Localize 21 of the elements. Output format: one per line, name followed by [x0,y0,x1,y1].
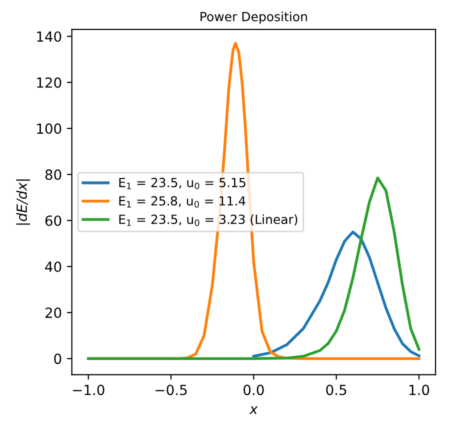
y-tick-label: 100 [37,123,62,134]
y-tick-label: 40 [45,261,62,272]
legend-label: E$_{1}$ = 23.5, u$_{0}$ = 5.15 [119,178,246,190]
y-tick-label: 20 [45,308,62,318]
legend-label: E$_{1}$ = 23.5, u$_{0}$ = 3.23 (Linear) [119,214,298,226]
x-tick-label: −0.5 [156,384,187,396]
y-tick-label: 60 [45,215,62,226]
y-tick-label: 80 [45,169,62,180]
chart-title: Power Deposition [200,12,307,24]
legend-label: E$_{1}$ = 25.8, u$_{0}$ = 11.4 [119,196,246,208]
line-series [86,176,420,360]
x-tick-label: 0.0 [244,384,264,396]
x-tick-label: −1.0 [72,384,104,396]
x-axis-title: x [249,406,258,414]
line-series [252,230,420,358]
x-tick-label: 1.0 [409,384,430,396]
x-tick-label: 0.5 [326,384,346,396]
y-tick-label: 0 [54,354,62,364]
y-axis-title: |dE/dx| [16,180,30,225]
y-tick-label: 120 [37,77,62,88]
y-tick-label: 140 [37,31,62,42]
